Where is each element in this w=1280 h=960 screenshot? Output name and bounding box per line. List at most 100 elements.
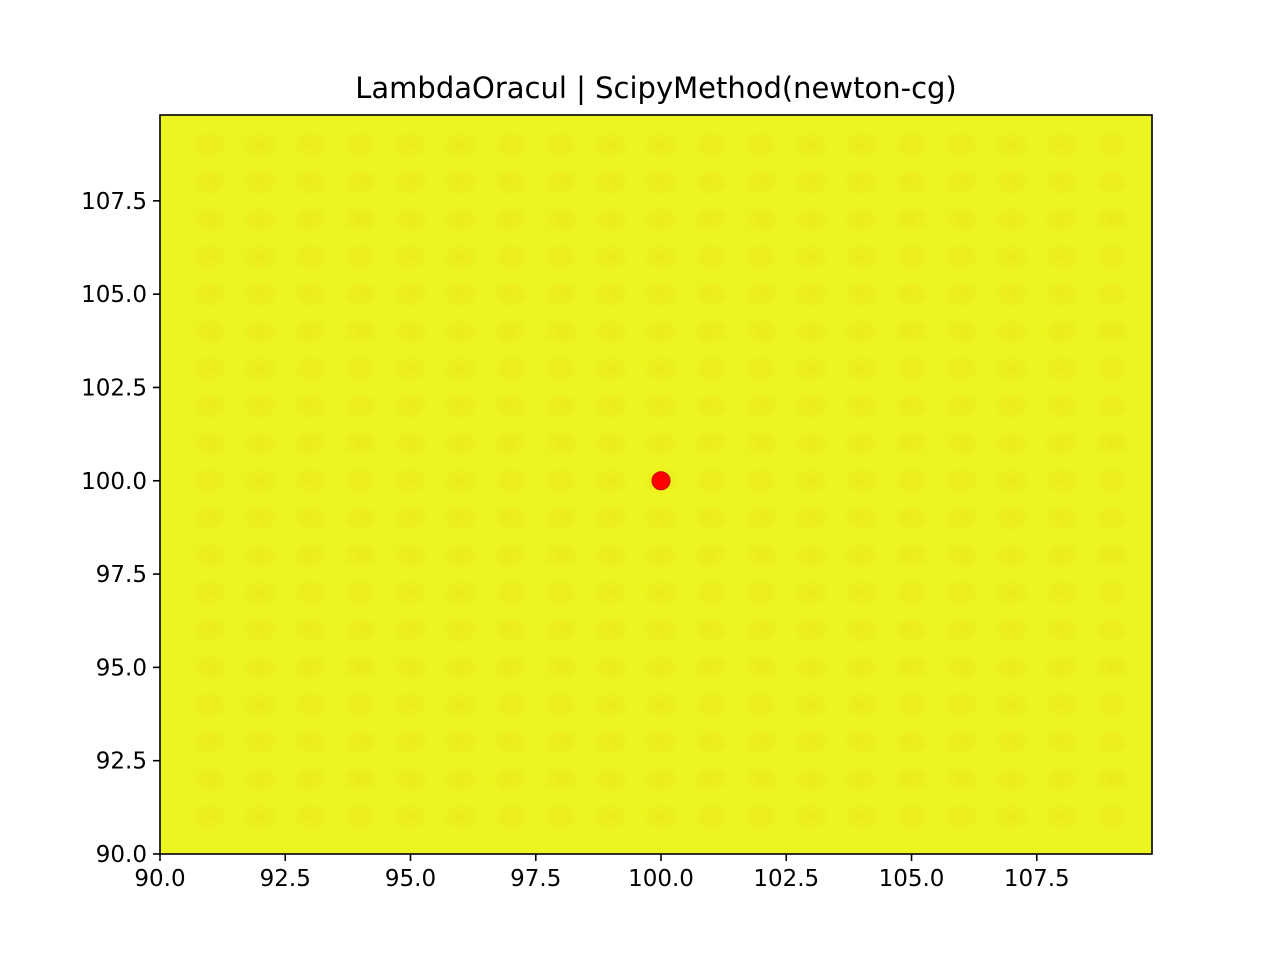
heatmap-cell (489, 129, 532, 161)
heatmap-cell (639, 203, 683, 236)
heatmap-cell (239, 203, 282, 236)
heatmap-cell (790, 763, 833, 796)
heatmap-cell (790, 203, 833, 236)
heatmap-cell (1040, 427, 1083, 460)
heatmap-cell (1040, 278, 1083, 310)
heatmap-cell (890, 427, 933, 460)
heatmap-cell (1090, 166, 1133, 198)
heatmap-cell (539, 315, 582, 348)
x-tick-label: 102.5 (753, 866, 819, 892)
heatmap-cell (940, 203, 983, 236)
heatmap-cell (1040, 502, 1083, 534)
heatmap-cell (690, 278, 733, 310)
heatmap-cell (489, 801, 532, 833)
heatmap-cell (990, 203, 1033, 236)
heatmap-cell (339, 465, 382, 497)
heatmap-cell (239, 502, 282, 534)
heatmap-cell (539, 726, 582, 758)
heatmap-cell (439, 763, 482, 796)
heatmap-cell (840, 278, 883, 310)
heatmap-cell (890, 241, 933, 273)
heatmap-cell (339, 241, 382, 273)
heatmap-cell (790, 689, 833, 721)
y-tick-label: 100.0 (81, 469, 147, 495)
heatmap-cell (539, 614, 582, 646)
heatmap-cell (589, 278, 632, 310)
heatmap-cell (289, 763, 332, 796)
heatmap-cell (239, 763, 282, 796)
heatmap-cell (389, 390, 432, 422)
heatmap-cell (189, 502, 232, 534)
heatmap-cell (439, 166, 482, 198)
heatmap-cell (1090, 539, 1133, 572)
heatmap-cell (840, 651, 883, 684)
heatmap-cell (389, 614, 432, 646)
heatmap-cell (639, 577, 683, 609)
heatmap-cell (790, 577, 833, 609)
heatmap-cell (740, 502, 783, 534)
heatmap-cell (339, 315, 382, 348)
heatmap-cell (690, 763, 733, 796)
heatmap-cell (239, 689, 282, 721)
heatmap-cell (289, 241, 332, 273)
heatmap-cell (439, 241, 482, 273)
heatmap-cell (840, 801, 883, 833)
axes-frame (159, 114, 1153, 855)
heatmap-cell (1040, 651, 1083, 684)
heatmap-cell (790, 353, 833, 385)
heatmap-cell (740, 465, 783, 497)
heatmap-cell (740, 315, 783, 348)
heatmap-cell (439, 801, 482, 833)
heatmap-cell (840, 203, 883, 236)
heatmap-cell (790, 801, 833, 833)
heatmap-cell (990, 614, 1033, 646)
heatmap-cell (339, 353, 382, 385)
heatmap-cell (189, 651, 232, 684)
heatmap-cell (389, 203, 432, 236)
heatmap-cell (890, 502, 933, 534)
heatmap-cell (189, 427, 232, 460)
heatmap-cell (589, 427, 632, 460)
heatmap-cell (890, 801, 933, 833)
y-tick-label: 105.0 (81, 282, 147, 308)
heatmap-cell (940, 726, 983, 758)
heatmap-cell (539, 539, 582, 572)
heatmap-cell (790, 129, 833, 161)
heatmap-cell (289, 465, 332, 497)
heatmap-cell (840, 353, 883, 385)
heatmap-cell (639, 801, 683, 833)
heatmap-cell (890, 166, 933, 198)
x-tick-label: 97.5 (510, 866, 561, 892)
heatmap-cell (489, 427, 532, 460)
heatmap-cell (740, 129, 783, 161)
heatmap-cell (639, 614, 683, 646)
x-tick-label: 107.5 (1004, 866, 1070, 892)
heatmap-cell (940, 315, 983, 348)
heatmap-cell (940, 129, 983, 161)
heatmap-cell (940, 614, 983, 646)
heatmap-cell (589, 801, 632, 833)
heatmap-cell (489, 241, 532, 273)
heatmap-cell (990, 315, 1033, 348)
heatmap-cell (389, 726, 432, 758)
heatmap-cell (740, 278, 783, 310)
heatmap-cell (890, 689, 933, 721)
heatmap-cell (790, 427, 833, 460)
heatmap-cell (539, 241, 582, 273)
heatmap-cell (790, 278, 833, 310)
heatmap-cell (690, 353, 733, 385)
chart-title: LambdaOracul | ScipyMethod(newton-cg) (355, 71, 957, 105)
heatmap-cell (539, 689, 582, 721)
heatmap-cell (589, 689, 632, 721)
heatmap-cell (589, 203, 632, 236)
heatmap-cell (289, 801, 332, 833)
heatmap-cell (890, 577, 933, 609)
heatmap-cell (239, 726, 282, 758)
heatmap-cell (1090, 390, 1133, 422)
heatmap-cell (539, 203, 582, 236)
heatmap-cell (439, 651, 482, 684)
heatmap-cell (589, 651, 632, 684)
heatmap-cell (990, 577, 1033, 609)
heatmap-cell (790, 614, 833, 646)
heatmap-cell (639, 763, 683, 796)
